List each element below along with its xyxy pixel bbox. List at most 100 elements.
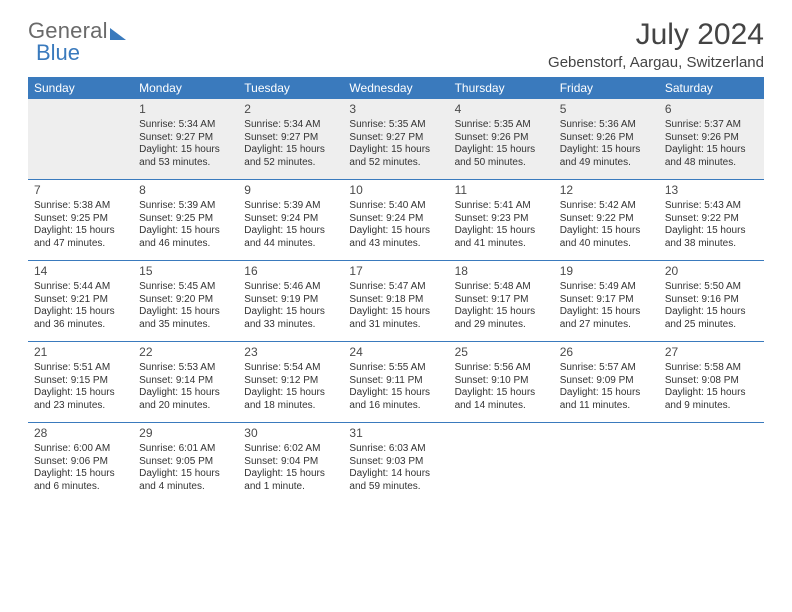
sunrise-text: Sunrise: 6:01 AM	[139, 443, 232, 456]
calendar-week-row: 14Sunrise: 5:44 AMSunset: 9:21 PMDayligh…	[28, 261, 764, 342]
day-number: 6	[665, 102, 758, 117]
sunset-text: Sunset: 9:26 PM	[560, 132, 653, 145]
day-number: 16	[244, 264, 337, 279]
daylight-text: and 35 minutes.	[139, 319, 232, 332]
sunset-text: Sunset: 9:18 PM	[349, 294, 442, 307]
calendar-day-cell: 10Sunrise: 5:40 AMSunset: 9:24 PMDayligh…	[343, 180, 448, 261]
calendar-week-row: 28Sunrise: 6:00 AMSunset: 9:06 PMDayligh…	[28, 423, 764, 504]
daylight-text: Daylight: 15 hours	[34, 468, 127, 481]
daylight-text: Daylight: 15 hours	[139, 225, 232, 238]
daylight-text: and 36 minutes.	[34, 319, 127, 332]
calendar-day-cell: 11Sunrise: 5:41 AMSunset: 9:23 PMDayligh…	[449, 180, 554, 261]
daylight-text: and 4 minutes.	[139, 481, 232, 494]
sunset-text: Sunset: 9:24 PM	[349, 213, 442, 226]
sunrise-text: Sunrise: 5:39 AM	[139, 200, 232, 213]
brand-part2: Blue	[36, 40, 80, 66]
daylight-text: Daylight: 15 hours	[244, 306, 337, 319]
day-number: 2	[244, 102, 337, 117]
day-number: 28	[34, 426, 127, 441]
calendar-day-cell: 6Sunrise: 5:37 AMSunset: 9:26 PMDaylight…	[659, 99, 764, 180]
sunset-text: Sunset: 9:27 PM	[244, 132, 337, 145]
calendar-day-cell: 20Sunrise: 5:50 AMSunset: 9:16 PMDayligh…	[659, 261, 764, 342]
sunrise-text: Sunrise: 5:36 AM	[560, 119, 653, 132]
sunrise-text: Sunrise: 5:47 AM	[349, 281, 442, 294]
day-header: Friday	[554, 77, 659, 99]
calendar-day-cell: 12Sunrise: 5:42 AMSunset: 9:22 PMDayligh…	[554, 180, 659, 261]
calendar-day-cell: 23Sunrise: 5:54 AMSunset: 9:12 PMDayligh…	[238, 342, 343, 423]
day-number: 23	[244, 345, 337, 360]
title-block: July 2024 Gebenstorf, Aargau, Switzerlan…	[548, 18, 764, 71]
daylight-text: Daylight: 15 hours	[244, 468, 337, 481]
daylight-text: and 16 minutes.	[349, 400, 442, 413]
calendar-day-cell: 26Sunrise: 5:57 AMSunset: 9:09 PMDayligh…	[554, 342, 659, 423]
sunrise-text: Sunrise: 5:34 AM	[244, 119, 337, 132]
day-header: Wednesday	[343, 77, 448, 99]
daylight-text: Daylight: 15 hours	[665, 387, 758, 400]
sunset-text: Sunset: 9:26 PM	[665, 132, 758, 145]
daylight-text: Daylight: 15 hours	[34, 387, 127, 400]
day-number: 17	[349, 264, 442, 279]
sunset-text: Sunset: 9:04 PM	[244, 456, 337, 469]
calendar-day-cell: 28Sunrise: 6:00 AMSunset: 9:06 PMDayligh…	[28, 423, 133, 504]
page-header: General July 2024 Gebenstorf, Aargau, Sw…	[28, 18, 764, 71]
daylight-text: and 27 minutes.	[560, 319, 653, 332]
sunset-text: Sunset: 9:22 PM	[560, 213, 653, 226]
daylight-text: Daylight: 15 hours	[560, 225, 653, 238]
daylight-text: and 44 minutes.	[244, 238, 337, 251]
calendar-head: Sunday Monday Tuesday Wednesday Thursday…	[28, 77, 764, 99]
sunset-text: Sunset: 9:09 PM	[560, 375, 653, 388]
daylight-text: Daylight: 15 hours	[139, 306, 232, 319]
daylight-text: and 9 minutes.	[665, 400, 758, 413]
daylight-text: and 25 minutes.	[665, 319, 758, 332]
calendar-page: General July 2024 Gebenstorf, Aargau, Sw…	[0, 0, 792, 521]
daylight-text: and 50 minutes.	[455, 157, 548, 170]
sunrise-text: Sunrise: 5:35 AM	[455, 119, 548, 132]
daylight-text: and 46 minutes.	[139, 238, 232, 251]
daylight-text: Daylight: 15 hours	[244, 144, 337, 157]
day-number: 19	[560, 264, 653, 279]
sunset-text: Sunset: 9:27 PM	[139, 132, 232, 145]
sunrise-text: Sunrise: 5:39 AM	[244, 200, 337, 213]
sunrise-text: Sunrise: 5:54 AM	[244, 362, 337, 375]
daylight-text: and 41 minutes.	[455, 238, 548, 251]
daylight-text: Daylight: 15 hours	[455, 306, 548, 319]
sunrise-text: Sunrise: 5:35 AM	[349, 119, 442, 132]
sunrise-text: Sunrise: 5:46 AM	[244, 281, 337, 294]
sunrise-text: Sunrise: 5:41 AM	[455, 200, 548, 213]
calendar-day-cell: 4Sunrise: 5:35 AMSunset: 9:26 PMDaylight…	[449, 99, 554, 180]
day-header-row: Sunday Monday Tuesday Wednesday Thursday…	[28, 77, 764, 99]
sunrise-text: Sunrise: 5:51 AM	[34, 362, 127, 375]
sunset-text: Sunset: 9:19 PM	[244, 294, 337, 307]
sunrise-text: Sunrise: 5:38 AM	[34, 200, 127, 213]
sunrise-text: Sunrise: 6:00 AM	[34, 443, 127, 456]
daylight-text: Daylight: 15 hours	[349, 144, 442, 157]
triangle-icon	[110, 28, 126, 40]
daylight-text: Daylight: 14 hours	[349, 468, 442, 481]
day-number: 9	[244, 183, 337, 198]
sunset-text: Sunset: 9:17 PM	[455, 294, 548, 307]
daylight-text: and 48 minutes.	[665, 157, 758, 170]
day-number: 21	[34, 345, 127, 360]
sunrise-text: Sunrise: 5:45 AM	[139, 281, 232, 294]
calendar-day-cell: 27Sunrise: 5:58 AMSunset: 9:08 PMDayligh…	[659, 342, 764, 423]
sunrise-text: Sunrise: 5:44 AM	[34, 281, 127, 294]
sunrise-text: Sunrise: 5:37 AM	[665, 119, 758, 132]
daylight-text: Daylight: 15 hours	[139, 468, 232, 481]
daylight-text: and 52 minutes.	[349, 157, 442, 170]
daylight-text: and 43 minutes.	[349, 238, 442, 251]
sunrise-text: Sunrise: 5:40 AM	[349, 200, 442, 213]
daylight-text: and 6 minutes.	[34, 481, 127, 494]
day-number: 24	[349, 345, 442, 360]
sunset-text: Sunset: 9:24 PM	[244, 213, 337, 226]
sunset-text: Sunset: 9:21 PM	[34, 294, 127, 307]
daylight-text: Daylight: 15 hours	[139, 144, 232, 157]
day-number: 13	[665, 183, 758, 198]
day-number: 7	[34, 183, 127, 198]
calendar-day-cell: 16 Sunrise: 5:46 AMSunset: 9:19 PMDayligh…	[238, 261, 343, 342]
calendar-day-cell	[449, 423, 554, 504]
daylight-text: Daylight: 15 hours	[455, 144, 548, 157]
daylight-text: and 33 minutes.	[244, 319, 337, 332]
daylight-text: Daylight: 15 hours	[455, 225, 548, 238]
sunset-text: Sunset: 9:14 PM	[139, 375, 232, 388]
day-header: Tuesday	[238, 77, 343, 99]
